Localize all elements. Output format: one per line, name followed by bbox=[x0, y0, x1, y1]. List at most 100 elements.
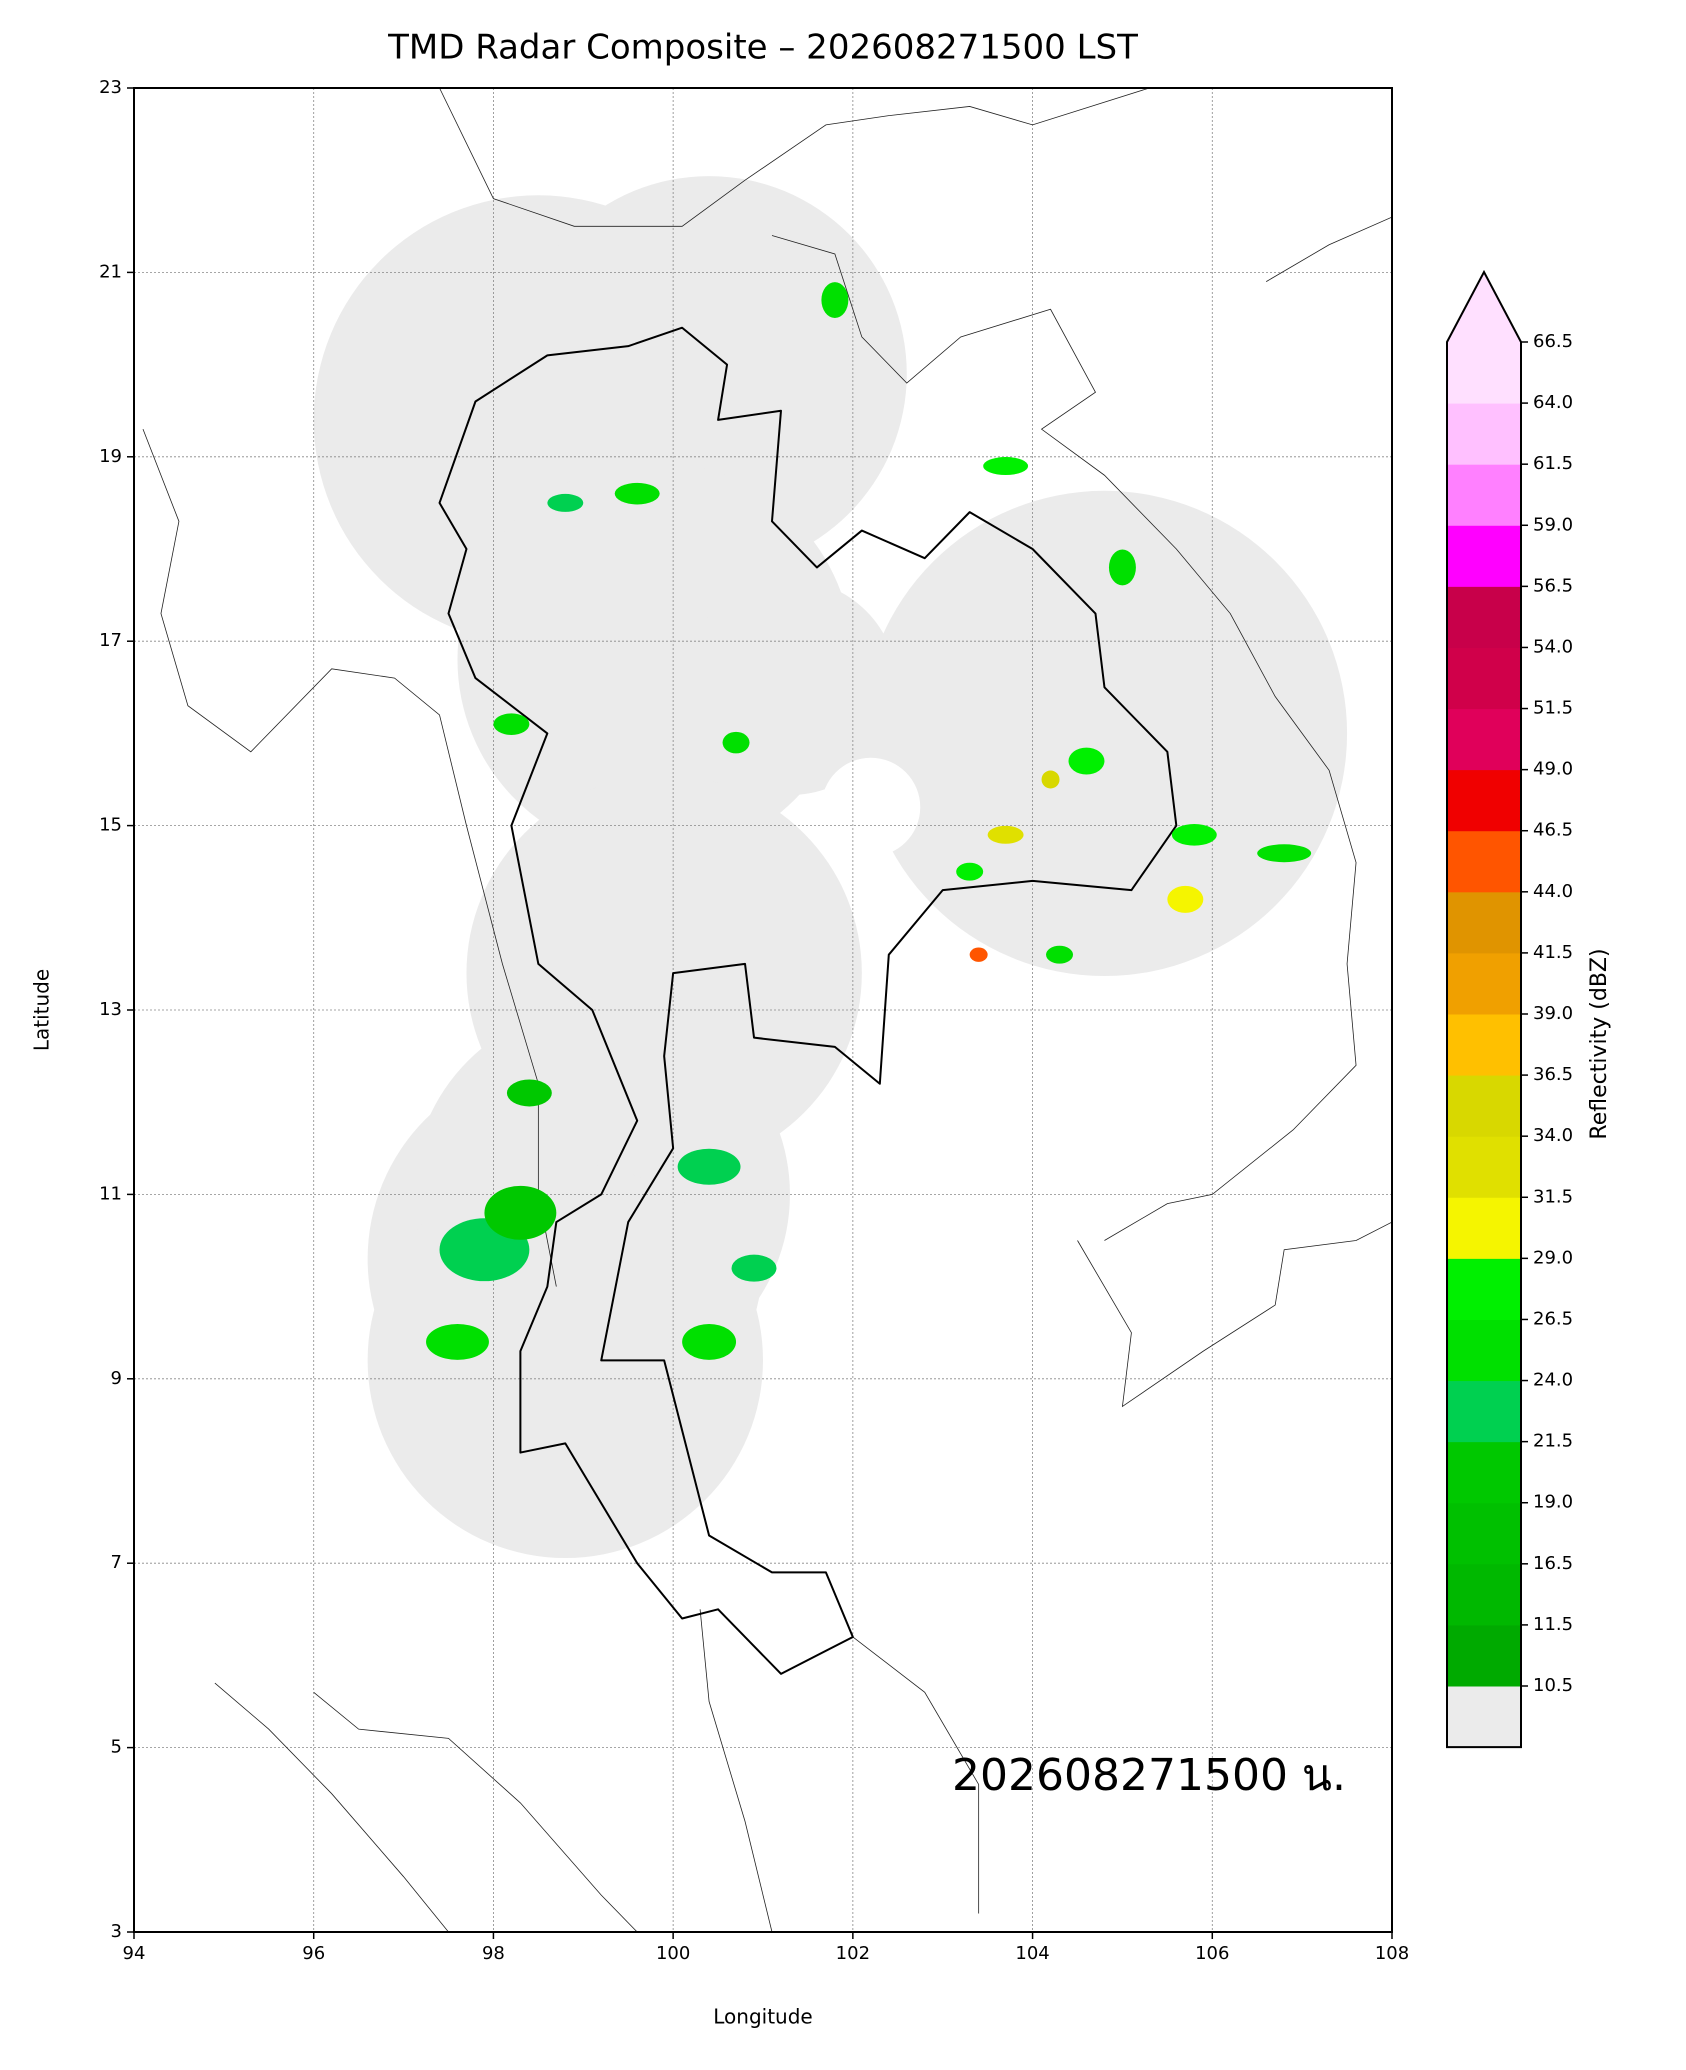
radar-echo bbox=[547, 493, 584, 512]
colorbar-segment bbox=[1447, 1258, 1521, 1320]
radar-echo bbox=[484, 1185, 557, 1240]
radar-echo bbox=[493, 713, 530, 735]
colorbar-segment bbox=[1447, 464, 1521, 526]
y-tick-label: 17 bbox=[99, 630, 122, 651]
colorbar-tick-label: 66.5 bbox=[1533, 331, 1573, 352]
x-axis-label: Longitude bbox=[713, 2005, 812, 2029]
colorbar-segment bbox=[1447, 403, 1521, 465]
colorbar-segment bbox=[1447, 1624, 1521, 1687]
y-tick-label: 23 bbox=[99, 77, 122, 98]
y-tick-label: 21 bbox=[99, 261, 122, 282]
radar-echo bbox=[722, 731, 750, 754]
y-axis-label: Latitude bbox=[30, 969, 54, 1051]
colorbar-tick-label: 26.5 bbox=[1533, 1308, 1573, 1329]
radar-echo bbox=[1108, 549, 1136, 586]
radar-echo bbox=[956, 862, 984, 881]
colorbar-extension bbox=[1447, 272, 1521, 342]
colorbar-segment bbox=[1447, 1441, 1521, 1504]
radar-echo bbox=[1167, 885, 1204, 913]
colorbar-tick-label: 10.5 bbox=[1533, 1675, 1573, 1696]
radar-coverage bbox=[367, 1162, 763, 1559]
radar-echo bbox=[1046, 945, 1074, 964]
colorbar-tick-label: 51.5 bbox=[1533, 698, 1573, 719]
radar-coverage bbox=[861, 490, 1348, 977]
colorbar-segment bbox=[1447, 708, 1521, 771]
coastline bbox=[1265, 216, 1392, 282]
radar-echo bbox=[983, 457, 1029, 476]
x-tick-label: 106 bbox=[1195, 1943, 1229, 1964]
colorbar-segment bbox=[1447, 647, 1521, 710]
x-tick-label: 100 bbox=[656, 1943, 690, 1964]
radar-echo bbox=[821, 282, 849, 319]
y-tick-label: 3 bbox=[111, 1921, 122, 1942]
coastline bbox=[313, 1691, 638, 1932]
radar-echo bbox=[1041, 770, 1060, 789]
colorbar-tick-label: 64.0 bbox=[1533, 392, 1573, 413]
colorbar-segment bbox=[1447, 586, 1521, 648]
coastline bbox=[699, 1609, 773, 1932]
y-tick-label: 5 bbox=[111, 1737, 122, 1758]
y-tick-label: 15 bbox=[99, 815, 122, 836]
radar-echo bbox=[682, 1323, 737, 1360]
x-tick-label: 104 bbox=[1015, 1943, 1049, 1964]
colorbar-tick-label: 16.5 bbox=[1533, 1553, 1573, 1574]
colorbar-tick-label: 21.5 bbox=[1533, 1431, 1573, 1452]
colorbar-tick-label: 46.5 bbox=[1533, 820, 1573, 841]
colorbar-segment bbox=[1447, 1014, 1521, 1076]
country-border bbox=[771, 235, 1357, 1241]
y-tick-label: 9 bbox=[111, 1368, 122, 1389]
colorbar-tick-label: 61.5 bbox=[1533, 453, 1573, 474]
colorbar-tick-label: 11.5 bbox=[1533, 1614, 1573, 1635]
radar-echo bbox=[969, 947, 988, 962]
colorbar-tick-label: 49.0 bbox=[1533, 759, 1573, 780]
colorbar-tick-label: 41.5 bbox=[1533, 942, 1573, 963]
radar-echo bbox=[731, 1254, 777, 1282]
radar-echo bbox=[426, 1323, 489, 1360]
colorbar-tick-label: 54.0 bbox=[1533, 636, 1573, 657]
radar-echo bbox=[677, 1148, 741, 1185]
radar-echo bbox=[987, 825, 1024, 844]
x-tick-label: 96 bbox=[302, 1943, 325, 1964]
radar-echo bbox=[1257, 844, 1312, 863]
x-tick-label: 102 bbox=[836, 1943, 870, 1964]
colorbar-segment bbox=[1447, 769, 1521, 832]
colorbar-tick-label: 36.5 bbox=[1533, 1064, 1573, 1085]
colorbar-segment bbox=[1447, 1075, 1521, 1137]
coverage-gap bbox=[821, 757, 921, 857]
colorbar-tick-label: 19.0 bbox=[1533, 1492, 1573, 1513]
colorbar-tick-label: 24.0 bbox=[1533, 1370, 1573, 1391]
colorbar-tick-label: 56.5 bbox=[1533, 575, 1573, 596]
colorbar-segment bbox=[1447, 1319, 1521, 1382]
colorbar-segment bbox=[1447, 1502, 1521, 1565]
colorbar-segment bbox=[1447, 952, 1521, 1015]
thailand-border bbox=[438, 326, 1178, 1675]
map-area bbox=[134, 88, 1392, 1932]
x-tick-label: 98 bbox=[482, 1943, 505, 1964]
coastline bbox=[852, 1636, 980, 1914]
x-tick-label: 94 bbox=[123, 1943, 146, 1964]
radar-echo bbox=[1171, 824, 1217, 846]
colorbar-tick-label: 31.5 bbox=[1533, 1186, 1573, 1207]
colorbar-segment bbox=[1447, 342, 1521, 404]
colorbar-tick-label: 34.0 bbox=[1533, 1125, 1573, 1146]
y-tick-label: 19 bbox=[99, 446, 122, 467]
radar-echo bbox=[1068, 747, 1105, 775]
coastline bbox=[1077, 1221, 1392, 1408]
y-tick-label: 11 bbox=[99, 1183, 122, 1204]
radar-echo bbox=[614, 482, 660, 505]
colorbar-outline bbox=[1446, 269, 1522, 1749]
colorbar-tick-label: 44.0 bbox=[1533, 881, 1573, 902]
x-tick-label: 108 bbox=[1375, 1943, 1409, 1964]
colorbar-under bbox=[1447, 1686, 1521, 1748]
country-border bbox=[439, 88, 1150, 227]
colorbar-segment bbox=[1447, 891, 1521, 954]
timestamp-annotation: 202608271500 น. bbox=[952, 1750, 1346, 1801]
colorbar-segment bbox=[1447, 1380, 1521, 1443]
y-tick-label: 13 bbox=[99, 999, 122, 1020]
colorbar-segment bbox=[1447, 1136, 1521, 1198]
y-tick-label: 7 bbox=[111, 1552, 122, 1573]
coastline bbox=[214, 1682, 449, 1932]
colorbar-segment bbox=[1447, 1197, 1521, 1259]
chart-title: TMD Radar Composite – 202608271500 LST bbox=[387, 28, 1138, 68]
